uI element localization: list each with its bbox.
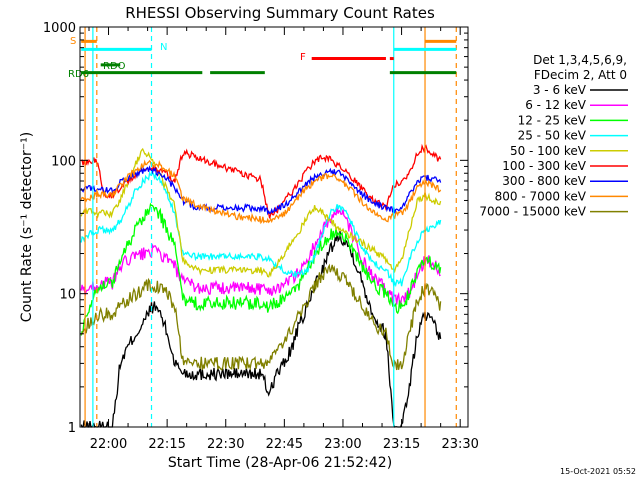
flag-label-rdo: RDO (103, 61, 126, 72)
y-tick-label: 1000 (43, 21, 76, 36)
series-trace-6 (80, 165, 442, 216)
flag-label-s: S (70, 36, 76, 47)
x-tick-label: 22:45 (266, 437, 303, 452)
legend-label-2: 12 - 25 keV (518, 113, 587, 127)
legend-label-8: 7000 - 15000 keV (479, 205, 586, 219)
series-trace-7 (80, 159, 442, 225)
series-trace-1 (80, 207, 441, 309)
flag-label-f: F (300, 52, 306, 63)
y-tick-label: 10 (59, 288, 76, 303)
series-trace-8 (80, 263, 442, 371)
detector-info-line-2: FDecim 2, Att 0 (534, 68, 627, 82)
plot-frame (79, 26, 469, 428)
x-tick-label: 23:30 (441, 437, 478, 452)
chart-title: RHESSI Observing Summary Count Rates (125, 4, 435, 22)
legend: Det 1,3,4,5,6,9, FDecim 2, Att 0 3 - 6 k… (479, 53, 628, 219)
flag-label-rd6: RD6 (68, 69, 89, 80)
legend-label-6: 300 - 800 keV (502, 174, 586, 188)
x-tick-label: 22:30 (207, 437, 244, 452)
x-tick-label: 22:00 (90, 437, 127, 452)
x-axis-label: Start Time (28-Apr-06 21:52:42) (168, 455, 392, 471)
legend-label-0: 3 - 6 keV (533, 83, 587, 97)
y-tick-label: 1 (68, 421, 76, 436)
y-tick-label: 100 (51, 154, 76, 169)
series-trace-4 (80, 147, 442, 278)
legend-label-7: 800 - 7000 keV (495, 189, 587, 203)
data-traces (80, 143, 442, 428)
legend-label-5: 100 - 300 keV (502, 159, 586, 173)
flag-label-n: N (160, 42, 167, 53)
legend-label-3: 25 - 50 keV (518, 129, 587, 143)
vertical-markers (84, 27, 457, 427)
legend-label-4: 50 - 100 keV (510, 144, 587, 158)
x-axis: 22:00 22:15 22:30 22:45 23:00 23:15 23:30 (88, 27, 479, 452)
series-trace-2 (80, 202, 442, 336)
x-tick-label: 23:00 (324, 437, 361, 452)
detector-info-line-1: Det 1,3,4,5,6,9, (533, 53, 627, 67)
y-axis-label: Count Rate (s⁻¹ detector⁻¹) (19, 132, 35, 322)
flag-bars: S N F RDO RD6 (68, 36, 457, 80)
series-trace-3 (80, 170, 442, 288)
x-tick-label: 23:15 (383, 437, 420, 452)
x-tick-label: 22:15 (148, 437, 185, 452)
footer-date: 15-Oct-2021 05:52 (560, 467, 636, 476)
legend-label-1: 6 - 12 keV (525, 98, 587, 112)
y-axis: 1 10 100 1000 (43, 21, 468, 436)
